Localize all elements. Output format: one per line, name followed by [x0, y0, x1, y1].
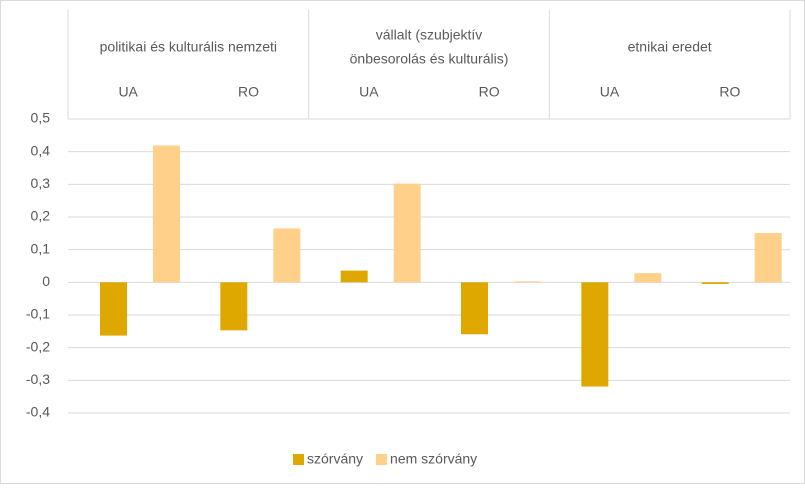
x-tick-label: RO: [719, 84, 740, 100]
x-tick-label: RO: [238, 84, 259, 100]
x-tick-label: RO: [479, 84, 500, 100]
legend-swatch: [376, 454, 388, 465]
bar: [701, 282, 729, 284]
y-tick-label: -0,3: [26, 371, 50, 387]
legend-swatch: [293, 454, 304, 465]
legend-label: nem szórvány: [390, 451, 477, 467]
y-tick-label: 0,5: [31, 110, 51, 126]
bar: [273, 228, 301, 283]
y-tick-label: 0,1: [31, 240, 51, 256]
bar: [393, 183, 421, 283]
bar: [581, 282, 609, 387]
group-label: etnikai eredet: [628, 39, 712, 55]
group-label: politikai és kulturális nemzeti: [100, 39, 277, 55]
y-tick-label: 0,4: [31, 142, 51, 158]
bar: [340, 270, 368, 283]
y-tick-label: -0,1: [26, 306, 50, 322]
x-tick-label: UA: [118, 84, 138, 100]
bar: [634, 273, 662, 283]
legend-label: szórvány: [307, 451, 363, 467]
group-label: önbesorolás és kulturális): [350, 51, 509, 67]
y-tick-label: 0,3: [31, 175, 51, 191]
bar: [153, 145, 180, 283]
bar: [220, 282, 248, 331]
y-tick-label: 0,2: [31, 208, 51, 224]
y-tick-label: 0: [42, 273, 50, 289]
x-tick-label: UA: [600, 84, 620, 100]
bar: [461, 282, 488, 335]
x-tick-label: UA: [359, 84, 379, 100]
group-label: vállalt (szubjektív: [376, 27, 483, 43]
y-tick-label: -0,2: [26, 338, 50, 354]
bar: [514, 281, 541, 283]
y-tick-label: -0,4: [26, 404, 50, 420]
bar: [100, 282, 127, 336]
bar: [754, 233, 782, 283]
